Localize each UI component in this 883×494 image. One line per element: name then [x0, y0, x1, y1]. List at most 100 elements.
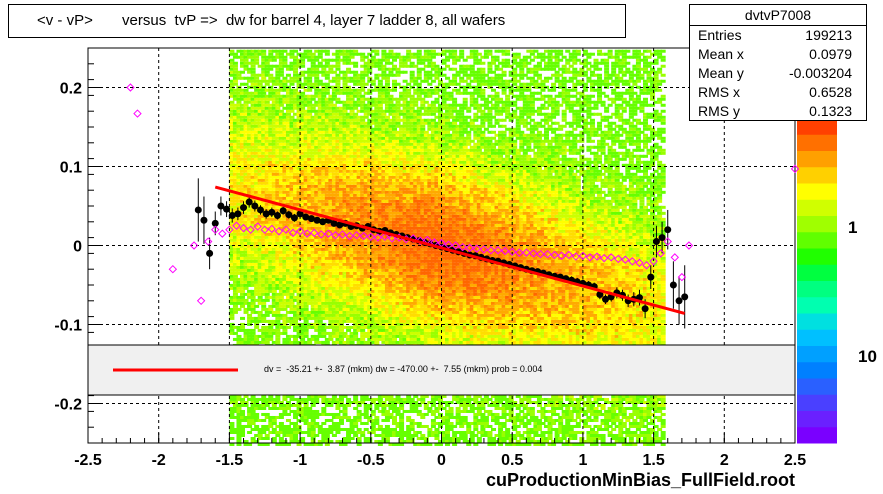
heatmap-cell: [303, 118, 309, 122]
heatmap-cell: [300, 436, 306, 440]
heatmap-cell: [261, 49, 267, 53]
heatmap-cell: [236, 268, 242, 272]
heatmap-cell: [271, 91, 277, 95]
heatmap-cell: [247, 397, 253, 401]
heatmap-cell: [268, 148, 274, 152]
heatmap-cell: [303, 169, 309, 173]
heatmap-cell: [275, 340, 281, 344]
heatmap-cell: [324, 412, 330, 416]
heatmap-cell: [296, 238, 302, 242]
heatmap-cell: [307, 229, 313, 233]
heatmap-cell: [321, 331, 327, 335]
heatmap-cell: [303, 421, 309, 425]
heatmap-cell: [261, 262, 267, 266]
heatmap-cell: [310, 145, 316, 149]
heatmap-cell: [271, 319, 277, 323]
heatmap-cell: [293, 265, 299, 269]
heatmap-cell: [321, 208, 327, 212]
heatmap-cell: [240, 433, 246, 437]
heatmap-cell: [275, 334, 281, 338]
heatmap-cell: [296, 181, 302, 185]
heatmap-cell: [303, 184, 309, 188]
heatmap-cell: [261, 61, 267, 65]
heatmap-cell: [293, 190, 299, 194]
heatmap-cell: [300, 181, 306, 185]
heatmap-cell: [247, 292, 253, 296]
heatmap-cell: [236, 124, 242, 128]
heatmap-cell: [324, 298, 330, 302]
heatmap-cell: [310, 409, 316, 413]
heatmap-cell: [282, 49, 288, 53]
heatmap-cell: [328, 106, 334, 110]
heatmap-cell: [247, 172, 253, 176]
heatmap-cell: [250, 115, 256, 119]
heatmap-cell: [282, 127, 288, 131]
heatmap-cell: [250, 256, 256, 260]
heatmap-cell: [257, 127, 263, 131]
heatmap-cell: [257, 226, 263, 230]
heatmap-cell: [293, 199, 299, 203]
heatmap-cell: [324, 262, 330, 266]
heatmap-cell: [285, 157, 291, 161]
heatmap-cell: [236, 289, 242, 293]
heatmap-cell: [317, 124, 323, 128]
heatmap-cell: [232, 73, 238, 77]
heatmap-cell: [289, 307, 295, 311]
heatmap-cell: [268, 394, 274, 398]
heatmap-cell: [250, 271, 256, 275]
heatmap-cell: [247, 226, 253, 230]
heatmap-cell: [367, 91, 373, 95]
heatmap-cell: [275, 406, 281, 410]
heatmap-cell: [243, 190, 249, 194]
heatmap-cell: [232, 139, 238, 143]
heatmap-cell: [282, 247, 288, 251]
heatmap-cell: [282, 298, 288, 302]
heatmap-cell: [307, 163, 313, 167]
heatmap-cell: [240, 160, 246, 164]
heatmap-cell: [328, 205, 334, 209]
heatmap-cell: [293, 235, 299, 239]
heatmap-cell: [289, 181, 295, 185]
heatmap-cell: [275, 127, 281, 131]
heatmap-cell: [236, 145, 242, 149]
heatmap-cell: [310, 443, 316, 446]
heatmap-cell: [314, 181, 320, 185]
heatmap-cell: [250, 292, 256, 296]
heatmap-cell: [275, 280, 281, 284]
heatmap-cell: [232, 55, 238, 59]
heatmap-cell: [293, 55, 299, 59]
heatmap-cell: [236, 427, 242, 431]
heatmap-cell: [349, 55, 355, 59]
heatmap-cell: [243, 58, 249, 62]
heatmap-cell: [335, 82, 341, 86]
heatmap-cell: [232, 175, 238, 179]
heatmap-cell: [328, 280, 334, 284]
heatmap-cell: [317, 274, 323, 278]
heatmap-cell: [271, 109, 277, 113]
heatmap-cell: [285, 121, 291, 125]
heatmap-cell: [331, 325, 337, 329]
heatmap-cell: [268, 241, 274, 245]
heatmap-cell: [307, 262, 313, 266]
heatmap-cell: [261, 235, 267, 239]
heatmap-cell: [289, 115, 295, 119]
heatmap-cell: [250, 418, 256, 422]
heatmap-cell: [271, 310, 277, 314]
heatmap-cell: [282, 130, 288, 134]
heatmap-cell: [275, 271, 281, 275]
heatmap-cell: [324, 142, 330, 146]
heatmap-cell: [243, 100, 249, 104]
heatmap-cell: [321, 247, 327, 251]
heatmap-cell: [300, 85, 306, 89]
heatmap-cell: [278, 148, 284, 152]
heatmap-cell: [314, 169, 320, 173]
heatmap-cell: [285, 292, 291, 296]
heatmap-cell: [300, 166, 306, 170]
heatmap-cell: [300, 55, 306, 59]
heatmap-cell: [300, 172, 306, 176]
heatmap-cell: [229, 64, 235, 68]
heatmap-cell: [240, 148, 246, 152]
heatmap-cell: [282, 76, 288, 80]
heatmap-cell: [307, 247, 313, 251]
heatmap-cell: [240, 175, 246, 179]
